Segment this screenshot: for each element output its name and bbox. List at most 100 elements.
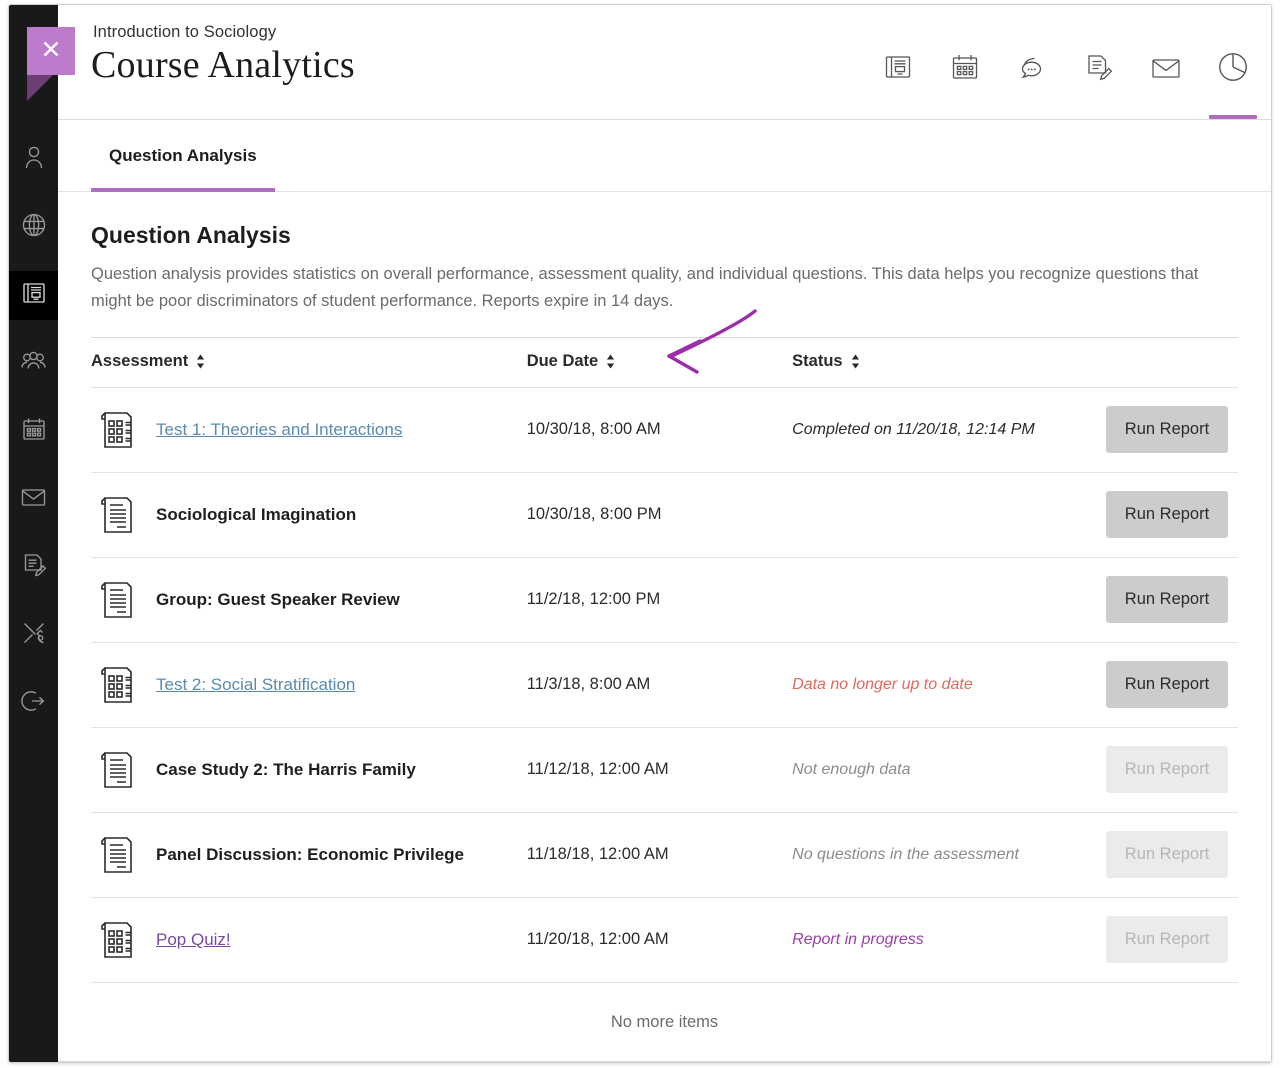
run-report-button[interactable]: Run Report: [1106, 661, 1228, 709]
cell-action: Run Report: [1096, 472, 1238, 558]
mail-icon: [1150, 52, 1182, 87]
due-date-value: 11/3/18, 8:00 AM: [526, 675, 651, 694]
tab-label: Question Analysis: [109, 146, 257, 165]
cell-due-date: 10/30/18, 8:00 AM: [526, 387, 793, 473]
column-header-due-date[interactable]: Due Date: [526, 336, 793, 388]
cell-action: Run Report: [1096, 642, 1238, 728]
journal-icon: [21, 552, 47, 583]
sidebar-item-calendar[interactable]: [9, 407, 58, 456]
calendar-icon: [950, 52, 980, 87]
no-more-items-label: No more items: [610, 1012, 719, 1031]
due-date-value: 11/12/18, 12:00 AM: [526, 760, 669, 779]
assignment-icon: [97, 579, 139, 621]
status-text: Completed on 11/20/18, 12:14 PM: [792, 421, 1035, 439]
assessment-link[interactable]: Test 1: Theories and Interactions: [156, 419, 403, 439]
column-label: Status: [792, 351, 843, 370]
cell-assessment: Sociological Imagination: [91, 472, 527, 558]
page-title: Course Analytics: [91, 44, 355, 86]
sidebar-item-tools[interactable]: [9, 611, 58, 660]
sort-icon[interactable]: [850, 354, 861, 369]
cell-assessment: Panel Discussion: Economic Privilege: [91, 812, 527, 898]
book-icon: [883, 52, 913, 87]
gradebook-icon: [1084, 52, 1114, 87]
column-header-assessment[interactable]: Assessment: [91, 336, 527, 388]
assignment-icon: [97, 834, 139, 876]
table-row: Test 1: Theories and Interactions 10/30/1…: [91, 387, 1238, 473]
cell-assessment: Test 2: Social Stratification: [91, 642, 527, 728]
cell-due-date: 11/2/18, 12:00 PM: [526, 557, 793, 643]
assessment-link[interactable]: Pop Quiz!: [156, 929, 231, 949]
assignment-icon: [97, 749, 139, 791]
due-date-value: 11/2/18, 12:00 PM: [526, 590, 661, 609]
table-row: Test 2: Social Stratification 11/3/18, 8:…: [91, 642, 1238, 728]
header-icon-gradebook[interactable]: [1077, 45, 1121, 93]
sidebar-item-profile[interactable]: [9, 135, 58, 184]
header-icon-messages[interactable]: [1144, 45, 1188, 93]
test-icon: [97, 919, 139, 961]
sidebar-item-organizations[interactable]: [9, 339, 58, 388]
tab-bar: Question Analysis: [58, 120, 1271, 193]
assessment-name: Case Study 2: The Harris Family: [156, 759, 416, 779]
table-row: Group: Guest Speaker Review 11/2/18, 12:0…: [91, 557, 1238, 643]
status-text: Data no longer up to date: [792, 676, 973, 694]
table-head: Assessment Due Date: [91, 336, 1238, 388]
cell-status: Completed on 11/20/18, 12:14 PM: [792, 387, 1097, 473]
cell-status: Data no longer up to date: [792, 642, 1097, 728]
header-icon-course-content[interactable]: [876, 45, 920, 93]
header-icon-analytics[interactable]: [1209, 45, 1257, 119]
table-body: Test 1: Theories and Interactions 10/30/1…: [91, 387, 1238, 983]
application-window: Introduction to Sociology Course Analyti…: [8, 4, 1272, 1063]
sort-icon[interactable]: [605, 354, 616, 369]
status-text: Not enough data: [792, 761, 911, 779]
breadcrumb[interactable]: Introduction to Sociology: [93, 23, 277, 41]
tab-question-analysis[interactable]: Question Analysis: [91, 120, 275, 193]
sidebar-item-courses[interactable]: [9, 271, 58, 320]
sidebar-item-messages[interactable]: [9, 475, 58, 524]
sort-icon[interactable]: [195, 354, 206, 369]
cell-assessment: Case Study 2: The Harris Family: [91, 727, 527, 813]
due-date-value: 10/30/18, 8:00 AM: [526, 420, 661, 439]
due-date-value: 11/18/18, 12:00 AM: [526, 845, 669, 864]
status-text: Report in progress: [792, 931, 924, 949]
run-report-button[interactable]: Run Report: [1106, 491, 1228, 539]
cell-assessment: Group: Guest Speaker Review: [91, 557, 527, 643]
cell-assessment: Pop Quiz!: [91, 897, 527, 983]
cell-action: Run Report: [1096, 727, 1238, 813]
close-button[interactable]: [27, 27, 75, 75]
table-row: Pop Quiz! 11/20/18, 12:00 AM Report in pro…: [91, 897, 1238, 983]
cell-due-date: 11/12/18, 12:00 AM: [526, 727, 793, 813]
global-sidebar: [9, 5, 58, 1062]
run-report-button: Run Report: [1106, 916, 1228, 964]
header-icon-bar: [876, 45, 1257, 119]
run-report-button[interactable]: Run Report: [1106, 576, 1228, 624]
assessment-link[interactable]: Test 2: Social Stratification: [156, 674, 356, 694]
sidebar-item-grades[interactable]: [9, 543, 58, 592]
close-chip-fold: [27, 75, 53, 101]
cell-due-date: 11/3/18, 8:00 AM: [526, 642, 793, 728]
tools-icon: [21, 620, 47, 651]
book-icon: [21, 280, 47, 311]
header-icon-calendar[interactable]: [943, 45, 987, 93]
globe-icon: [21, 212, 47, 243]
mail-icon: [20, 484, 47, 515]
analytics-icon: [1216, 50, 1250, 89]
column-label: Assessment: [91, 351, 189, 370]
cell-status: Not enough data: [792, 727, 1097, 813]
footer-divider: [58, 1061, 1271, 1062]
run-report-button[interactable]: Run Report: [1106, 406, 1228, 454]
group-icon: [20, 348, 47, 379]
table-row: Case Study 2: The Harris Family 11/12/18,…: [91, 727, 1238, 813]
table-row: Panel Discussion: Economic Privilege 11/1…: [91, 812, 1238, 898]
due-date-value: 11/20/18, 12:00 AM: [526, 930, 669, 949]
assignment-icon: [97, 494, 139, 536]
status-text: No questions in the assessment: [792, 846, 1019, 864]
person-icon: [21, 144, 47, 175]
column-header-status[interactable]: Status: [792, 336, 1238, 388]
due-date-value: 10/30/18, 8:00 PM: [526, 505, 662, 524]
run-report-button: Run Report: [1106, 831, 1228, 879]
sidebar-item-institution[interactable]: [9, 203, 58, 252]
cell-action: Run Report: [1096, 812, 1238, 898]
logout-icon: [20, 688, 47, 719]
sidebar-item-sign-out[interactable]: [9, 679, 58, 728]
header-icon-discussions[interactable]: [1010, 45, 1054, 93]
